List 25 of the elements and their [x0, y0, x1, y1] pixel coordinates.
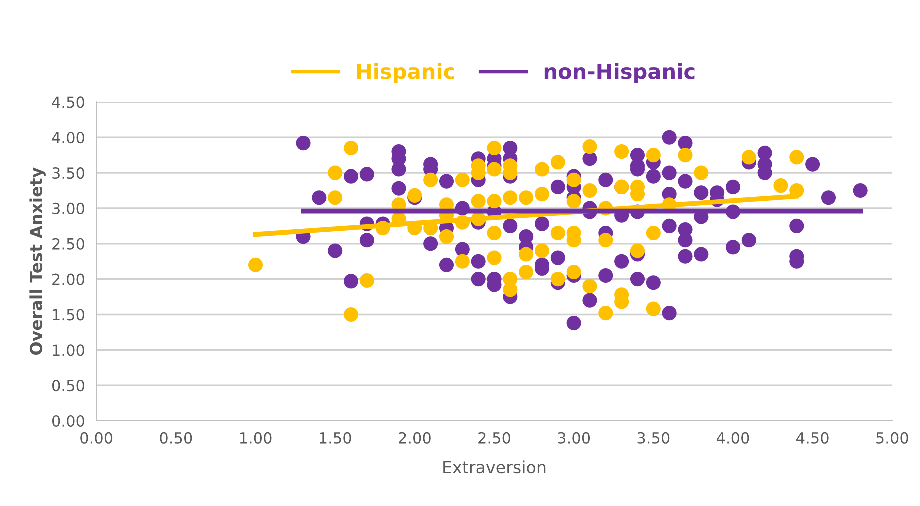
x-tick-label: 5.00 — [876, 432, 908, 444]
x-tick-label: 3.00 — [558, 432, 590, 444]
x-tick-label: 1.00 — [240, 432, 272, 444]
legend-label: non-Hispanic — [544, 63, 695, 84]
y-tick-label: 3.00 — [52, 202, 84, 214]
x-tick-label: 3.50 — [638, 432, 670, 444]
x-tick-label: 2.00 — [399, 432, 431, 444]
x-tick-label: 2.50 — [478, 432, 510, 444]
y-tick-label: 2.50 — [52, 238, 84, 250]
y-tick-label: 0.50 — [52, 380, 84, 392]
y-tick-label: 1.50 — [53, 309, 84, 321]
y-tick-label: 3.50 — [52, 168, 84, 180]
y-tick-label: 4.50 — [52, 96, 84, 108]
y-tick-label: 1.00 — [53, 344, 84, 356]
x-tick-label: 4.00 — [716, 432, 750, 444]
legend-label: Hispanic — [357, 63, 454, 84]
y-tick-label: 2.00 — [52, 274, 84, 286]
x-tick-label: 0.50 — [160, 432, 192, 444]
x-tick-label: 1.50 — [320, 432, 352, 444]
y-axis-title: Overall Test Anxiety — [30, 168, 46, 356]
x-axis-title: Extraversion — [444, 460, 546, 474]
y-tick-label: 0.00 — [52, 415, 84, 428]
y-tick-label: 4.00 — [52, 132, 84, 144]
x-tick-label: 0.00 — [80, 432, 113, 444]
x-tick-label: 4.50 — [796, 432, 829, 444]
